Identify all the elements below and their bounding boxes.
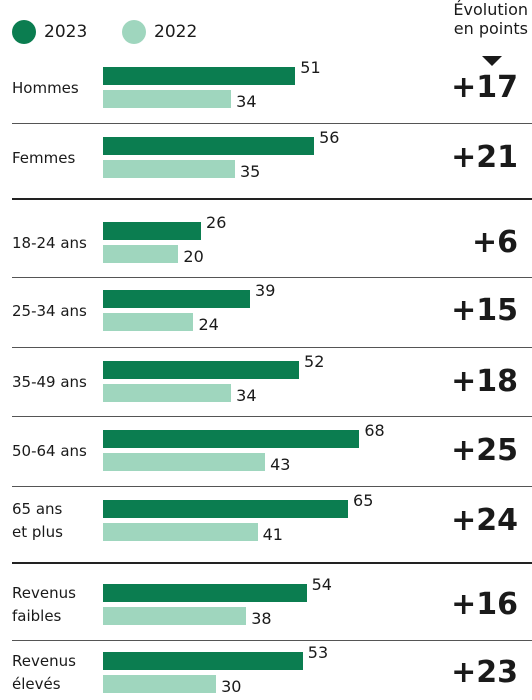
header-arrow bbox=[482, 56, 502, 66]
evolution-header: Évolution en points bbox=[453, 0, 528, 38]
bar bbox=[103, 361, 300, 379]
bar bbox=[103, 384, 232, 402]
value-label: 65 bbox=[353, 491, 374, 510]
bar bbox=[103, 222, 202, 240]
value-label: 51 bbox=[300, 58, 321, 77]
bar bbox=[103, 500, 349, 518]
category-label: 35-49 ans bbox=[12, 372, 87, 391]
bar bbox=[103, 652, 303, 670]
evolution-label: +24 bbox=[451, 503, 518, 538]
value-label: 24 bbox=[198, 315, 219, 334]
value-label: 39 bbox=[255, 281, 276, 300]
row-divider bbox=[12, 277, 532, 278]
bar bbox=[103, 584, 307, 602]
bar bbox=[103, 675, 217, 693]
value-label: 56 bbox=[319, 128, 340, 147]
bar bbox=[103, 137, 315, 155]
value-label: 20 bbox=[183, 247, 204, 266]
value-label: 43 bbox=[270, 455, 291, 474]
value-label: 68 bbox=[364, 421, 385, 440]
category-label: Revenus élevés bbox=[12, 652, 76, 693]
evolution-label: +17 bbox=[451, 70, 518, 105]
evolution-label: +6 bbox=[471, 225, 518, 260]
row-divider bbox=[12, 347, 532, 348]
row-divider bbox=[12, 640, 532, 641]
bar bbox=[103, 430, 360, 448]
category-label: 18-24 ans bbox=[12, 233, 87, 252]
legend-swatch bbox=[122, 20, 146, 44]
row-divider bbox=[12, 416, 532, 417]
value-label: 52 bbox=[304, 352, 325, 371]
bar bbox=[103, 523, 258, 541]
bar bbox=[103, 290, 251, 308]
category-label: 50-64 ans bbox=[12, 441, 87, 460]
evolution-label: +15 bbox=[451, 293, 518, 328]
evolution-label: +23 bbox=[451, 655, 518, 690]
group-divider bbox=[12, 562, 532, 564]
bar bbox=[103, 90, 232, 108]
value-label: 34 bbox=[236, 386, 257, 405]
bar bbox=[103, 245, 179, 263]
group-divider bbox=[12, 198, 532, 200]
category-label: 25-34 ans bbox=[12, 301, 87, 320]
value-label: 35 bbox=[239, 162, 261, 181]
value-label: 34 bbox=[236, 92, 257, 111]
row-divider bbox=[12, 123, 532, 124]
value-label: 38 bbox=[251, 609, 272, 628]
evolution-label: +25 bbox=[451, 433, 518, 468]
legend-label: 2022 bbox=[154, 22, 198, 42]
bar bbox=[103, 453, 266, 471]
value-label: 26 bbox=[206, 213, 227, 232]
category-label: Hommes bbox=[12, 78, 79, 97]
legend-label: 2023 bbox=[44, 22, 88, 42]
legend-swatch bbox=[12, 20, 36, 44]
category-label: Revenus faibles bbox=[12, 584, 76, 625]
evolution-label: +18 bbox=[451, 364, 518, 399]
value-label: 30 bbox=[221, 677, 242, 696]
evolution-label: +16 bbox=[451, 587, 518, 622]
bar bbox=[103, 67, 296, 85]
category-label: 65 ans et plus bbox=[12, 500, 63, 541]
bar bbox=[103, 313, 194, 331]
category-label: Femmes bbox=[12, 148, 76, 167]
row-divider bbox=[12, 486, 532, 487]
bar bbox=[103, 160, 235, 178]
value-label: 41 bbox=[262, 525, 283, 544]
bar bbox=[103, 607, 247, 625]
evolution-label: +21 bbox=[451, 140, 518, 175]
value-label: 54 bbox=[311, 575, 332, 594]
value-label: 53 bbox=[307, 643, 329, 662]
